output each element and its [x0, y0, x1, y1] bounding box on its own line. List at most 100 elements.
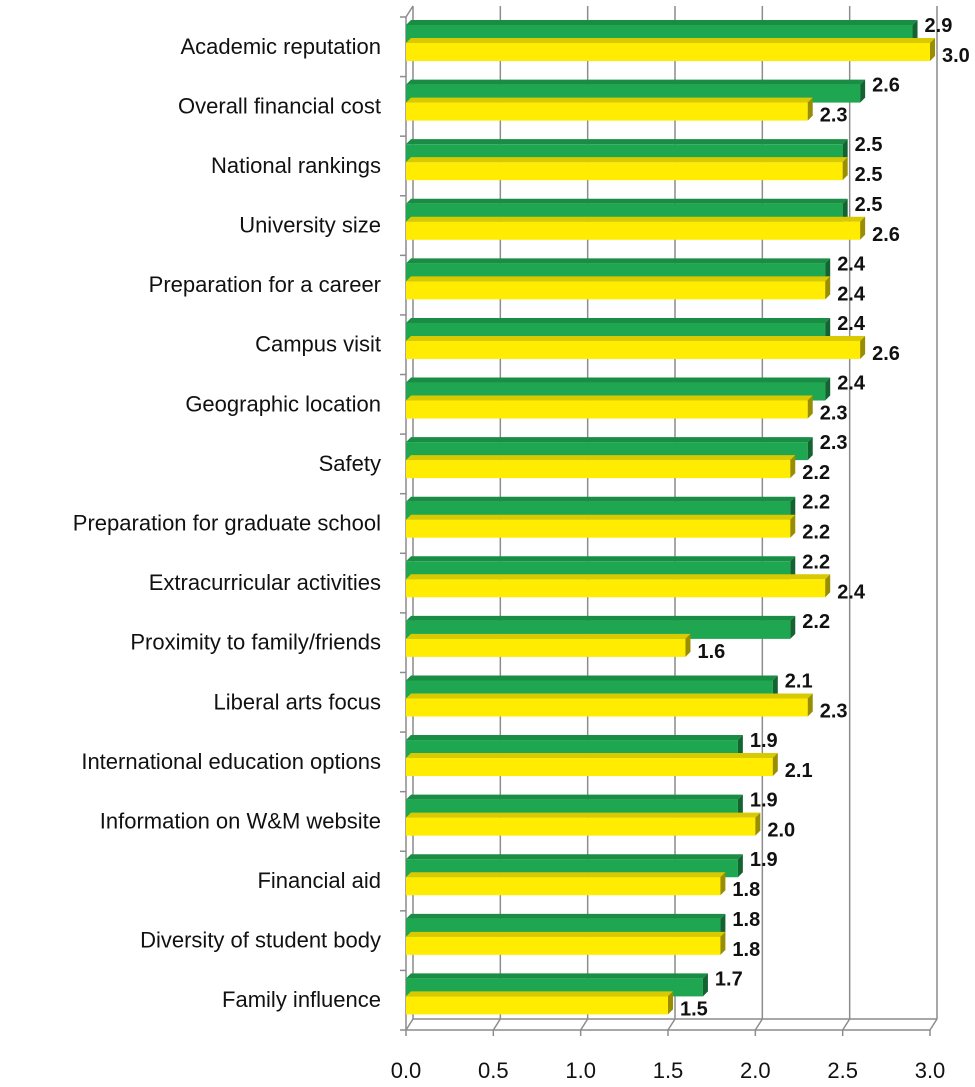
bar-end-face: [790, 455, 796, 479]
category-label: Campus visit: [255, 332, 381, 357]
bar-top-face: [406, 198, 848, 204]
category-label: Academic reputation: [180, 34, 381, 59]
category-label: Preparation for graduate school: [73, 511, 381, 536]
bar-top-face: [406, 97, 813, 103]
data-label: 2.6: [872, 224, 900, 246]
bar-end-face: [842, 198, 848, 222]
bar-yellow: [406, 335, 866, 359]
bar-end-face: [807, 437, 813, 461]
data-label: 2.5: [855, 164, 883, 186]
bar-top-face: [406, 276, 831, 282]
bar-front-face: [406, 579, 826, 598]
category-label: National rankings: [211, 153, 381, 178]
x-tick-label: 0.0: [391, 1058, 422, 1083]
category-label: Geographic location: [185, 391, 381, 416]
bar-end-face: [825, 258, 831, 282]
x-tick-label: 0.5: [478, 1058, 509, 1083]
bar-top-face: [406, 335, 866, 341]
bars: [406, 20, 935, 1015]
bar-end-face: [930, 38, 935, 61]
bar-top-face: [406, 574, 831, 580]
data-label: 2.5: [855, 134, 883, 156]
data-label: 1.8: [732, 939, 760, 961]
data-label: 2.0: [767, 820, 795, 842]
category-labels: Academic reputation Overall financial cos…: [73, 34, 381, 1012]
category-label: International education options: [81, 749, 381, 774]
bar-top-face: [406, 377, 831, 383]
data-label: 2.4: [837, 253, 866, 275]
x-tick-labels: 0.0 0.5 1.0 1.5 2.0 2.5 3.0: [391, 1058, 946, 1083]
bar-front-face: [406, 758, 773, 777]
bar-top-face: [406, 157, 848, 163]
bar-yellow: [406, 753, 778, 777]
category-label: Information on W&M website: [100, 808, 381, 833]
bar-yellow: [406, 395, 813, 419]
bar-top-face: [406, 139, 848, 145]
category-label: Overall financial cost: [178, 93, 381, 118]
bar-yellow: [406, 574, 831, 598]
data-label: 2.3: [820, 700, 848, 722]
bar-end-face: [825, 377, 831, 401]
bar-front-face: [406, 519, 791, 538]
category-label: Extracurricular activities: [149, 570, 381, 595]
bar-top-face: [406, 633, 691, 639]
floor-gridline: [492, 1018, 501, 1031]
bar-top-face: [406, 38, 935, 43]
bar-end-face: [720, 931, 726, 955]
data-labels: 2.9 3.0 2.6 2.3 2.5 2.5 2.5 2.6 2.4 2.4 2.4 2.6 2.4 2…: [680, 15, 970, 1020]
bar-front-face: [406, 400, 808, 419]
bar-end-face: [790, 514, 796, 538]
data-label: 1.9: [750, 849, 778, 871]
bar-top-face: [406, 693, 813, 699]
bar-front-face: [406, 43, 930, 61]
bar-front-face: [406, 877, 721, 896]
bar-end-face: [772, 753, 778, 777]
bar-top-face: [406, 675, 778, 681]
bar-top-face: [406, 455, 796, 461]
bar-end-face: [842, 157, 848, 181]
data-label: 2.3: [820, 105, 848, 127]
bar-end-face: [807, 693, 813, 717]
data-label: 1.6: [697, 641, 725, 663]
bar-top-face: [406, 514, 796, 520]
bar-yellow: [406, 931, 726, 955]
bar-end-face: [772, 675, 778, 699]
bar-end-face: [807, 395, 813, 419]
bar-top-face: [406, 872, 726, 878]
category-label: Proximity to family/friends: [130, 630, 381, 655]
bar-front-face: [406, 996, 668, 1015]
bar-top-face: [406, 20, 918, 25]
data-label: 2.4: [837, 313, 866, 335]
bar-top-face: [406, 931, 726, 937]
bar-end-face: [860, 216, 866, 240]
category-label: Liberal arts focus: [213, 689, 381, 714]
bar-end-face: [825, 276, 831, 300]
bar-yellow: [406, 97, 813, 121]
bar-front-face: [406, 102, 808, 121]
bar-end-face: [825, 574, 831, 598]
bar-top-face: [406, 854, 743, 860]
bar-top-face: [406, 794, 743, 800]
bar-top-face: [406, 496, 796, 502]
bar-top-face: [406, 437, 813, 443]
data-label: 2.1: [785, 670, 813, 692]
bar-end-face: [737, 854, 743, 878]
floor-gridline: [929, 1018, 938, 1031]
bar-end-face: [790, 615, 796, 639]
bar-yellow: [406, 812, 761, 836]
bar-yellow: [406, 693, 813, 717]
bar-end-face: [737, 735, 743, 759]
bar-yellow: [406, 455, 796, 479]
bar-top-face: [406, 79, 866, 85]
bar-top-face: [406, 812, 761, 818]
bar-top-face: [406, 556, 796, 562]
bar-front-face: [406, 340, 861, 359]
floor-gridline: [580, 1018, 589, 1031]
bar-yellow: [406, 38, 935, 61]
bar-top-face: [406, 913, 726, 919]
data-label: 2.2: [802, 492, 830, 514]
bar-yellow: [406, 216, 866, 240]
bar-end-face: [790, 556, 796, 580]
bar-yellow: [406, 157, 848, 181]
